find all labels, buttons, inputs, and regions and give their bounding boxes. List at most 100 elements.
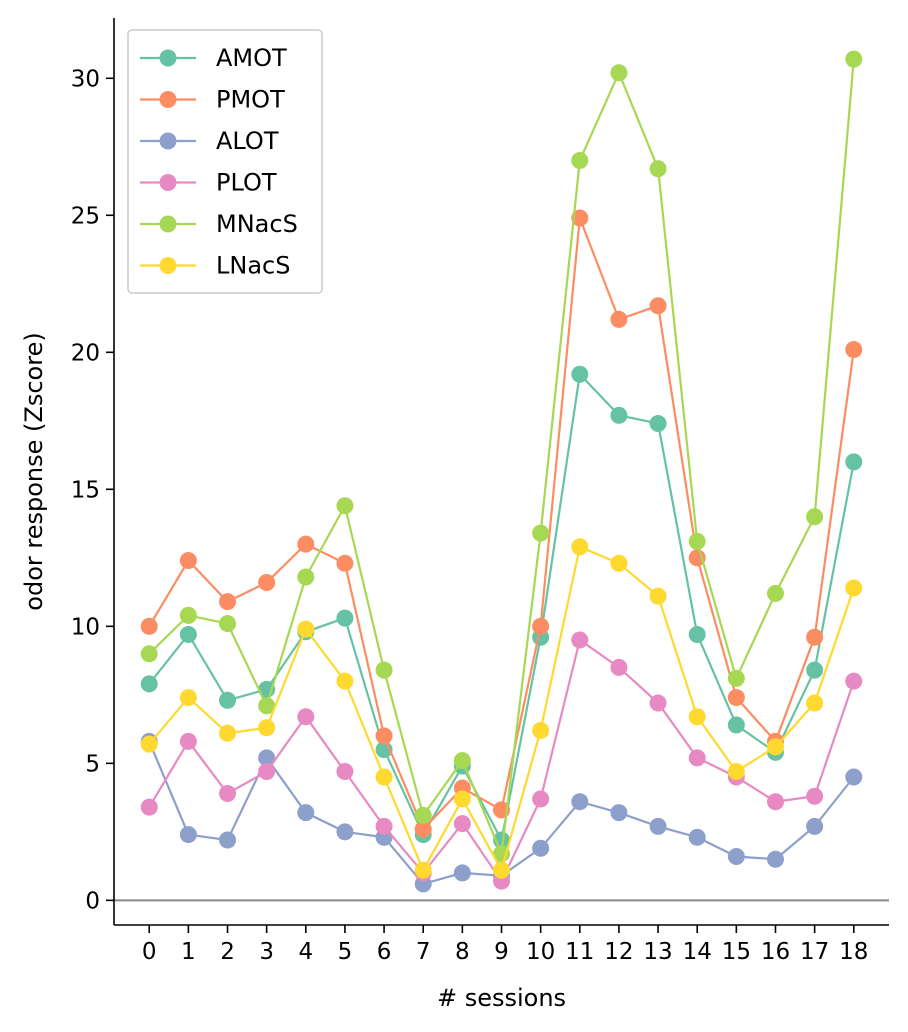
data-point-mnacs xyxy=(375,661,393,679)
data-point-plot xyxy=(453,815,471,833)
data-point-alot xyxy=(219,831,237,849)
data-point-pmot xyxy=(258,573,276,591)
x-tick-label: 6 xyxy=(377,939,392,965)
data-point-plot xyxy=(766,793,784,811)
data-point-mnacs xyxy=(297,568,315,586)
data-point-lnacs xyxy=(140,735,158,753)
data-point-amot xyxy=(806,661,824,679)
x-axis-label: # sessions xyxy=(437,984,566,1012)
data-point-mnacs xyxy=(179,606,197,624)
x-tick-label: 3 xyxy=(259,939,274,965)
data-point-mnacs xyxy=(532,524,550,542)
data-point-plot xyxy=(258,763,276,781)
data-point-amot xyxy=(649,415,667,433)
data-point-alot xyxy=(571,793,589,811)
x-tick-label: 4 xyxy=(298,939,313,965)
x-tick-label: 18 xyxy=(839,939,868,965)
legend-marker-plot xyxy=(159,174,177,191)
data-point-alot xyxy=(532,839,550,857)
data-point-plot xyxy=(297,708,315,726)
x-tick-label: 8 xyxy=(455,939,470,965)
legend-marker-pmot xyxy=(159,91,177,108)
legend: AMOT PMOT ALOT PLOT MNacS LNacS xyxy=(127,29,323,294)
y-axis-label: odor response (Zscore) xyxy=(20,332,48,610)
data-point-pmot xyxy=(845,341,863,359)
y-tick-label: 0 xyxy=(85,888,100,914)
data-point-plot xyxy=(375,817,393,835)
data-point-alot xyxy=(806,817,824,835)
data-point-mnacs xyxy=(453,752,471,770)
x-tick-label: 1 xyxy=(181,939,196,965)
data-point-pmot xyxy=(414,820,432,838)
data-point-plot xyxy=(806,787,824,805)
x-tick-label: 16 xyxy=(761,939,790,965)
data-point-lnacs xyxy=(258,719,276,737)
data-point-alot xyxy=(453,864,471,882)
data-point-mnacs xyxy=(336,497,354,515)
data-point-plot xyxy=(219,784,237,802)
x-tick-label: 7 xyxy=(416,939,431,965)
data-point-lnacs xyxy=(414,861,432,879)
series-line-lnacs xyxy=(148,545,855,874)
legend-label-alot: ALOT xyxy=(216,127,279,155)
data-point-plot xyxy=(845,672,863,690)
data-point-plot xyxy=(532,790,550,808)
data-point-lnacs xyxy=(375,768,393,786)
data-point-pmot xyxy=(571,209,589,227)
legend-marker-amot xyxy=(159,49,177,67)
x-tick-label: 5 xyxy=(338,939,353,965)
data-point-lnacs xyxy=(806,694,824,712)
data-point-pmot xyxy=(727,689,745,707)
data-point-pmot xyxy=(219,593,237,611)
data-point-mnacs xyxy=(219,615,237,633)
legend-marker-mnacs xyxy=(159,215,177,233)
data-point-lnacs xyxy=(610,554,628,572)
data-point-lnacs xyxy=(649,587,667,605)
data-point-mnacs xyxy=(845,50,863,68)
data-point-mnacs xyxy=(806,508,824,526)
data-point-amot xyxy=(688,626,706,644)
data-point-lnacs xyxy=(766,738,784,756)
data-point-pmot xyxy=(179,552,197,570)
data-point-mnacs xyxy=(414,806,432,824)
data-point-mnacs xyxy=(727,669,745,687)
data-point-plot xyxy=(336,763,354,781)
data-point-alot xyxy=(688,828,706,846)
x-tick-label: 11 xyxy=(565,939,594,965)
data-point-lnacs xyxy=(493,861,510,879)
data-point-amot xyxy=(571,365,589,383)
data-point-pmot xyxy=(297,535,315,553)
data-point-lnacs xyxy=(219,724,237,742)
legend-label-lnacs: LNacS xyxy=(216,252,290,280)
legend-marker-alot xyxy=(159,132,177,150)
series-line-amot xyxy=(148,371,855,844)
x-tick-label: 14 xyxy=(683,939,712,965)
data-point-lnacs xyxy=(845,579,863,597)
legend-label-amot: AMOT xyxy=(216,44,287,72)
legend-label-plot: PLOT xyxy=(216,169,277,197)
x-tick-label: 17 xyxy=(800,939,829,965)
data-point-amot xyxy=(179,626,197,644)
data-point-alot xyxy=(610,804,628,822)
series-line-pmot xyxy=(148,217,855,832)
x-tick-label: 13 xyxy=(643,939,672,965)
y-tick-label: 10 xyxy=(71,614,100,640)
data-point-pmot xyxy=(806,628,824,646)
x-tick-label: 2 xyxy=(220,939,235,965)
data-point-lnacs xyxy=(336,672,354,690)
data-point-alot xyxy=(297,804,315,822)
y-tick-label: 20 xyxy=(71,340,100,366)
data-point-pmot xyxy=(610,310,628,328)
data-point-pmot xyxy=(140,617,158,635)
data-point-amot xyxy=(336,609,354,627)
legend-label-pmot: PMOT xyxy=(216,86,285,114)
data-point-mnacs xyxy=(258,697,276,715)
data-point-plot xyxy=(140,798,158,816)
data-point-pmot xyxy=(532,617,550,635)
data-point-alot xyxy=(336,823,354,841)
data-point-lnacs xyxy=(297,620,315,638)
data-point-alot xyxy=(179,826,197,844)
data-point-plot xyxy=(179,732,197,750)
